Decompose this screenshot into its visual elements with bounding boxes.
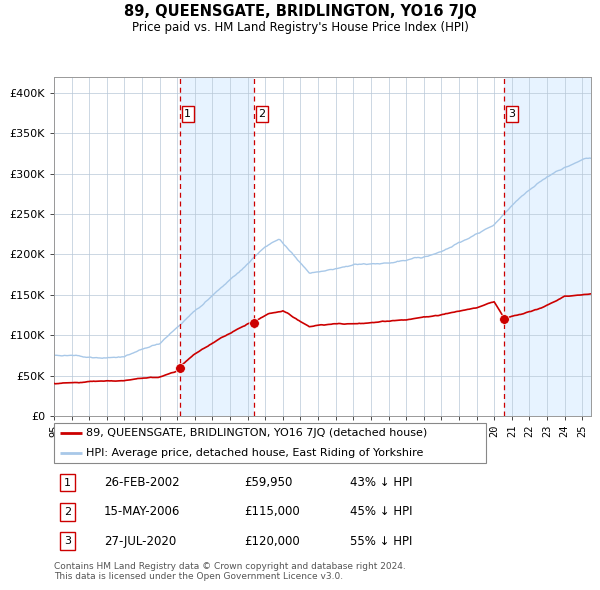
Text: 45% ↓ HPI: 45% ↓ HPI [350, 505, 412, 519]
Text: 2: 2 [64, 507, 71, 517]
Text: 55% ↓ HPI: 55% ↓ HPI [350, 535, 412, 548]
Text: 1: 1 [64, 477, 71, 487]
Text: 2: 2 [259, 109, 266, 119]
Text: £59,950: £59,950 [244, 476, 292, 489]
Text: 3: 3 [64, 536, 71, 546]
Text: 43% ↓ HPI: 43% ↓ HPI [350, 476, 412, 489]
Text: HPI: Average price, detached house, East Riding of Yorkshire: HPI: Average price, detached house, East… [86, 448, 424, 458]
Text: This data is licensed under the Open Government Licence v3.0.: This data is licensed under the Open Gov… [54, 572, 343, 581]
Text: 89, QUEENSGATE, BRIDLINGTON, YO16 7JQ (detached house): 89, QUEENSGATE, BRIDLINGTON, YO16 7JQ (d… [86, 428, 428, 438]
FancyBboxPatch shape [54, 423, 486, 463]
Text: Contains HM Land Registry data © Crown copyright and database right 2024.: Contains HM Land Registry data © Crown c… [54, 562, 406, 571]
Text: 89, QUEENSGATE, BRIDLINGTON, YO16 7JQ: 89, QUEENSGATE, BRIDLINGTON, YO16 7JQ [124, 4, 476, 19]
Text: 15-MAY-2006: 15-MAY-2006 [104, 505, 181, 519]
Text: Price paid vs. HM Land Registry's House Price Index (HPI): Price paid vs. HM Land Registry's House … [131, 21, 469, 34]
Text: £115,000: £115,000 [244, 505, 300, 519]
Text: 1: 1 [184, 109, 191, 119]
Text: £120,000: £120,000 [244, 535, 300, 548]
Text: 27-JUL-2020: 27-JUL-2020 [104, 535, 176, 548]
Text: 26-FEB-2002: 26-FEB-2002 [104, 476, 180, 489]
Text: 3: 3 [509, 109, 515, 119]
Bar [180, 77, 254, 416]
Bar [504, 77, 591, 416]
